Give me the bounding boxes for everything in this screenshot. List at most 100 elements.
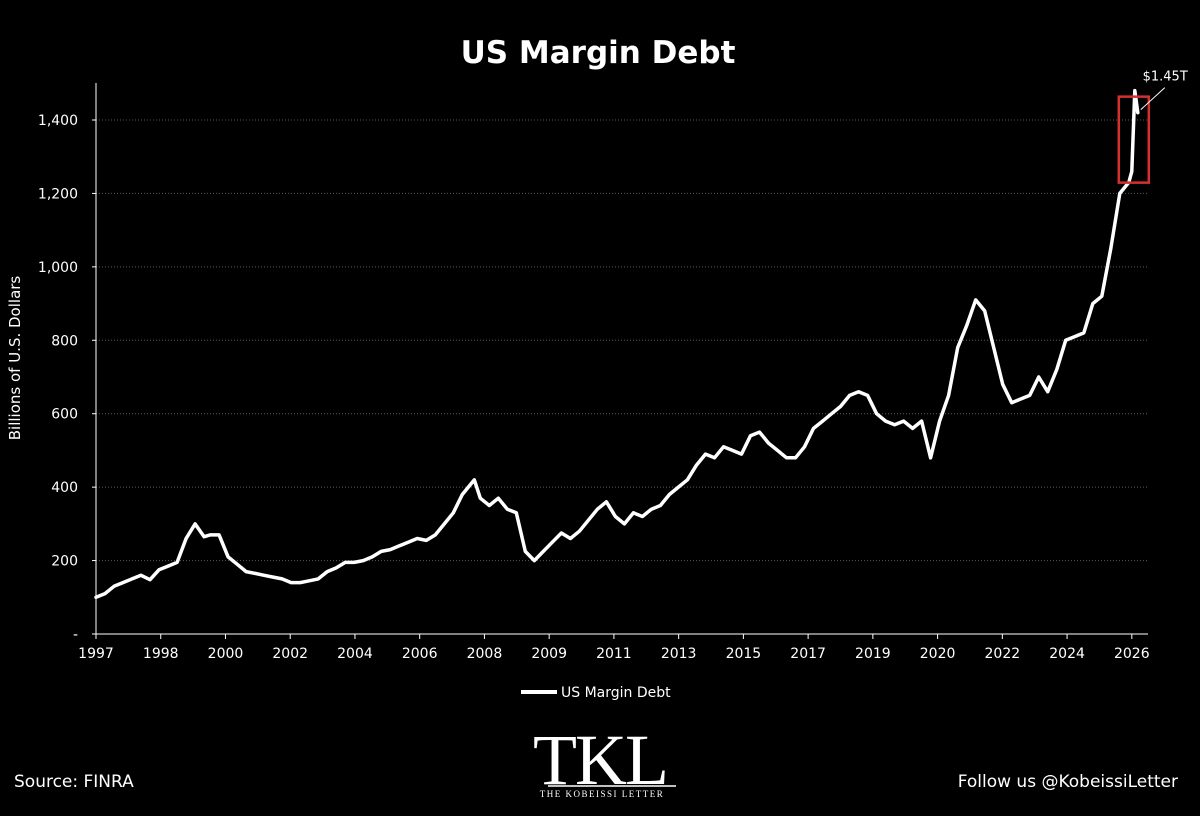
x-tick-label: 2017 xyxy=(790,646,826,662)
data-point xyxy=(254,572,256,574)
data-point xyxy=(605,501,607,503)
data-point xyxy=(317,578,319,580)
data-point xyxy=(686,479,688,481)
x-tick-label: 1997 xyxy=(78,646,114,662)
data-point xyxy=(768,442,769,444)
data-point xyxy=(416,538,418,539)
data-point xyxy=(984,310,986,312)
data-point xyxy=(434,534,436,536)
data-point xyxy=(795,457,796,459)
data-point xyxy=(176,561,178,563)
data-point xyxy=(194,523,196,525)
data-point xyxy=(849,394,851,396)
y-tick-label: 1,200 xyxy=(38,186,78,202)
x-tick-label: 2011 xyxy=(596,646,632,662)
x-tick-label: 2006 xyxy=(402,646,438,662)
y-tick-label: 800 xyxy=(51,333,78,349)
data-point xyxy=(1131,170,1133,172)
data-point xyxy=(158,569,160,571)
x-tick-label: 2008 xyxy=(467,646,503,662)
data-point xyxy=(1134,90,1136,92)
data-point xyxy=(596,508,598,510)
data-point xyxy=(461,494,463,495)
data-point xyxy=(813,427,814,429)
data-point xyxy=(741,453,742,455)
data-point xyxy=(452,512,454,514)
data-point xyxy=(822,420,824,422)
data-point xyxy=(506,508,508,510)
data-point xyxy=(326,571,328,573)
x-tick-label: 2019 xyxy=(855,646,891,662)
data-point xyxy=(623,523,625,525)
y-tick-label: 400 xyxy=(51,480,78,496)
data-point xyxy=(921,420,923,422)
data-point xyxy=(344,561,346,563)
data-point xyxy=(299,582,301,584)
data-point xyxy=(227,556,229,558)
logo-tagline: THE KOBEISSI LETTER xyxy=(540,789,665,799)
data-point xyxy=(113,585,115,587)
data-point xyxy=(786,457,787,459)
series-layer xyxy=(94,88,1140,600)
highlight-box xyxy=(1117,95,1151,184)
data-point xyxy=(515,512,517,514)
data-point xyxy=(705,453,706,455)
data-point xyxy=(876,413,878,415)
data-point xyxy=(650,508,652,510)
annotation-layer: $1.45T xyxy=(1117,70,1188,184)
data-point xyxy=(1047,391,1049,393)
data-point xyxy=(290,582,292,584)
data-point xyxy=(930,457,932,459)
data-point xyxy=(759,431,760,433)
x-tick-label: 2004 xyxy=(337,646,373,662)
data-point xyxy=(95,596,97,598)
data-point xyxy=(993,347,995,349)
data-point xyxy=(641,516,643,517)
data-point xyxy=(1038,376,1040,378)
data-point xyxy=(632,512,634,514)
data-point xyxy=(1110,248,1112,249)
data-point xyxy=(1119,192,1121,194)
data-point xyxy=(732,449,733,451)
data-point xyxy=(149,579,151,581)
data-point xyxy=(1074,336,1076,338)
chart-title: US Margin Debt xyxy=(461,35,736,71)
data-point xyxy=(723,446,724,448)
data-point xyxy=(614,516,616,517)
data-point xyxy=(245,571,247,573)
data-point xyxy=(831,413,833,415)
y-axis-label: Billions of U.S. Dollars xyxy=(6,276,24,441)
data-point xyxy=(425,539,427,541)
data-point xyxy=(335,567,337,569)
data-point xyxy=(542,550,544,552)
data-point xyxy=(167,565,169,567)
data-point xyxy=(894,424,896,426)
grid-lines xyxy=(96,119,1148,562)
data-point xyxy=(218,534,220,536)
data-point xyxy=(203,536,205,538)
data-point xyxy=(497,497,499,499)
data-point xyxy=(569,538,571,539)
data-point xyxy=(1011,402,1013,404)
data-point xyxy=(551,541,553,543)
series-line-us-margin-debt xyxy=(94,88,1140,600)
data-point xyxy=(903,420,905,422)
x-tick-label: 2015 xyxy=(726,646,762,662)
source-note: Source: FINRA xyxy=(14,772,134,792)
data-point xyxy=(858,391,860,393)
logo-mark: TKL xyxy=(533,720,667,800)
data-point xyxy=(1056,369,1058,371)
data-point xyxy=(122,582,124,584)
x-tick-label: 2002 xyxy=(272,646,308,662)
data-point xyxy=(524,550,526,552)
data-point xyxy=(677,486,679,488)
data-point xyxy=(948,394,950,396)
data-point xyxy=(1101,295,1103,297)
data-point xyxy=(975,299,977,301)
data-point xyxy=(236,563,238,565)
data-point xyxy=(957,347,959,349)
data-point xyxy=(1137,112,1139,114)
legend-label: US Margin Debt xyxy=(561,685,671,701)
data-point xyxy=(668,494,670,495)
x-tick-label: 2026 xyxy=(1114,646,1150,662)
